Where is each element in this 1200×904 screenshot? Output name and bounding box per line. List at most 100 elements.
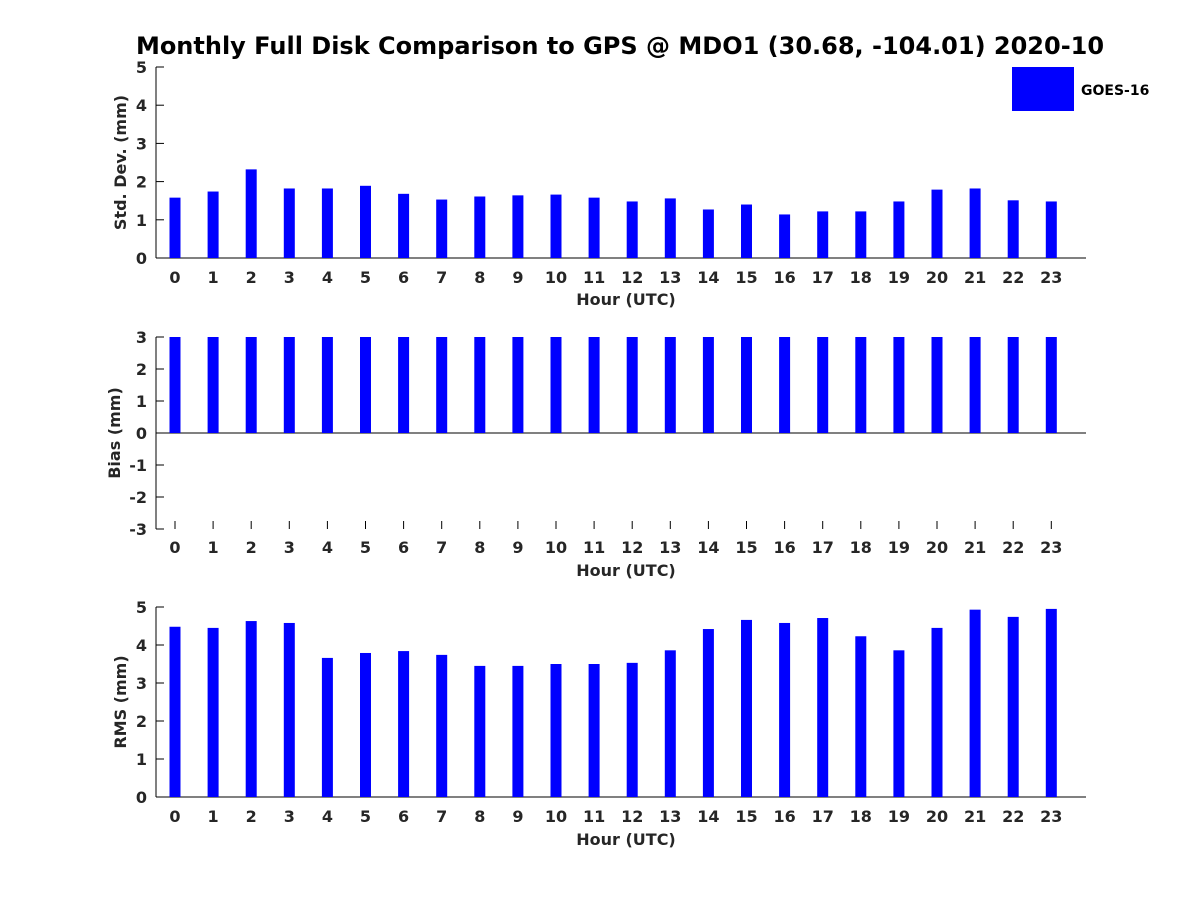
bias-bar: [817, 337, 829, 433]
stddev-bar: [779, 214, 791, 258]
rms-x-tick-label: 19: [888, 807, 910, 826]
bias-x-tick-label: 16: [773, 538, 795, 557]
stddev-bar: [283, 188, 295, 258]
rms-x-tick-label: 0: [169, 807, 180, 826]
stddev-x-tick-label: 19: [888, 268, 910, 287]
bias-x-tick-label: 3: [284, 538, 295, 557]
stddev-x-tick-label: 20: [926, 268, 948, 287]
stddev-bar: [741, 204, 752, 258]
stddev-y-tick-label: 3: [136, 134, 147, 153]
bias-x-tick-label: 15: [735, 538, 757, 557]
rms-bar: [1007, 616, 1019, 797]
bias-bar: [741, 337, 752, 433]
rms-bar: [360, 652, 371, 797]
bias-bar: [550, 337, 562, 433]
rms-x-tick-label: 5: [360, 807, 371, 826]
rms-y-tick-label: 4: [136, 636, 147, 655]
bias-x-axis-label: Hour (UTC): [576, 561, 676, 580]
bias-bar: [1045, 337, 1057, 433]
bias-x-tick-label: 5: [360, 538, 371, 557]
bias-bar: [969, 337, 981, 433]
bias-x-tick-label: 17: [812, 538, 834, 557]
stddev-bar: [817, 211, 829, 258]
bias-bar: [398, 337, 410, 433]
rms-bar: [436, 654, 448, 797]
stddev-y-tick-label: 5: [136, 58, 147, 77]
stddev-x-axis-label: Hour (UTC): [576, 290, 676, 309]
stddev-x-tick-label: 1: [208, 268, 219, 287]
rms-x-tick-label: 3: [284, 807, 295, 826]
rms-x-tick-label: 13: [659, 807, 681, 826]
rms-x-tick-label: 6: [398, 807, 409, 826]
bias-x-tick-label: 12: [621, 538, 643, 557]
stddev-x-tick-label: 12: [621, 268, 643, 287]
bias-y-axis-label: Bias (mm): [105, 387, 124, 479]
bias-x-tick-label: 18: [850, 538, 872, 557]
stddev-bar: [550, 194, 562, 258]
stddev-y-tick-label: 0: [136, 249, 147, 268]
stddev-bar: [321, 188, 333, 258]
stddev-bar: [207, 191, 219, 258]
stddev-x-tick-label: 16: [773, 268, 795, 287]
stddev-bar: [436, 199, 448, 258]
rms-x-tick-label: 1: [208, 807, 219, 826]
bias-y-tick-label: -2: [129, 488, 147, 507]
rms-bar: [817, 618, 829, 797]
bias-x-tick-label: 4: [322, 538, 333, 557]
legend: GOES-16: [1012, 67, 1149, 111]
stddev-x-tick-label: 15: [735, 268, 757, 287]
stddev-bar: [512, 195, 524, 258]
rms-x-tick-label: 23: [1040, 807, 1062, 826]
bias-bar: [664, 337, 676, 433]
bias-y-tick-label: 2: [136, 360, 147, 379]
rms-y-axis-label: RMS (mm): [111, 655, 130, 748]
rms-y-tick-label: 0: [136, 788, 147, 807]
rms-bar: [855, 636, 867, 797]
rms-x-tick-label: 14: [697, 807, 719, 826]
rms-bar: [398, 651, 410, 797]
rms-bar: [626, 662, 638, 797]
bias-bar: [779, 337, 791, 433]
rms-x-tick-label: 11: [583, 807, 605, 826]
bias-x-tick-label: 19: [888, 538, 910, 557]
stddev-y-tick-label: 4: [136, 96, 147, 115]
rms-x-tick-label: 16: [773, 807, 795, 826]
rms-bar: [207, 627, 219, 797]
stddev-x-tick-label: 5: [360, 268, 371, 287]
rms-y-tick-label: 3: [136, 674, 147, 693]
rms-bar: [245, 621, 257, 797]
rms-x-tick-label: 20: [926, 807, 948, 826]
stddev-y-tick-label: 1: [136, 211, 147, 230]
stddev-y-axis-label: Std. Dev. (mm): [111, 95, 130, 230]
stddev-bar: [169, 197, 181, 258]
rms-bar: [969, 609, 981, 797]
bias-bar: [245, 337, 257, 433]
stddev-x-tick-label: 8: [474, 268, 485, 287]
bias-bar: [931, 337, 943, 433]
rms-bar: [1045, 608, 1057, 797]
bias-x-tick-label: 8: [474, 538, 485, 557]
bias-bar: [1007, 337, 1019, 433]
stddev-bar: [474, 196, 486, 258]
bias-x-tick-label: 11: [583, 538, 605, 557]
rms-x-tick-label: 10: [545, 807, 567, 826]
rms-x-tick-label: 15: [735, 807, 757, 826]
bias-x-tick-label: 7: [436, 538, 447, 557]
rms-x-tick-label: 8: [474, 807, 485, 826]
bias-x-tick-label: 23: [1040, 538, 1062, 557]
stddev-bar: [893, 201, 905, 258]
rms-x-tick-label: 17: [812, 807, 834, 826]
rms-y-tick-label: 5: [136, 598, 147, 617]
rms-bar: [741, 619, 752, 797]
stddev-x-tick-label: 13: [659, 268, 681, 287]
bias-y-tick-label: 3: [136, 328, 147, 347]
stddev-bar: [855, 211, 867, 258]
stddev-bar: [1045, 201, 1057, 258]
stddev-y-tick-label: 2: [136, 173, 147, 192]
stddev-x-tick-label: 0: [169, 268, 180, 287]
bias-x-tick-label: 0: [169, 538, 180, 557]
